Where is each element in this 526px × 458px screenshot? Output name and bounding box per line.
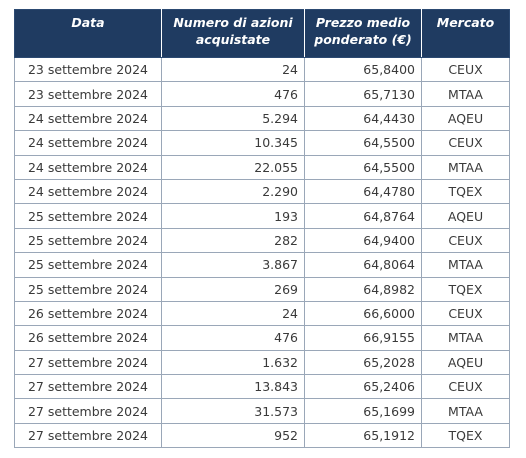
price-cell: 64,4430: [304, 105, 422, 132]
table-row: 24 settembre 2024 22.055 64,5500 MTAA: [14, 154, 510, 180]
table-row: 27 settembre 2024 13.843 65,2406 CEUX: [14, 374, 510, 400]
table-row: 25 settembre 2024 269 64,8982 TQEX: [14, 276, 510, 302]
quantity-cell: 1.632: [161, 349, 305, 376]
price-cell: 64,8982: [304, 276, 422, 302]
date-cell: 25 settembre 2024: [14, 276, 162, 302]
date-cell: 26 settembre 2024: [14, 325, 162, 351]
quantity-cell: 952: [161, 422, 305, 449]
table-row: 26 settembre 2024 476 66,9155 MTAA: [14, 325, 510, 351]
table-row: 25 settembre 2024 282 64,9400 CEUX: [14, 227, 510, 254]
table-row: 26 settembre 2024 24 66,6000 CEUX: [14, 300, 510, 327]
date-cell: 24 settembre 2024: [14, 130, 162, 156]
table-row: 27 settembre 2024 31.573 65,1699 MTAA: [14, 398, 510, 424]
table-header: Data Numero di azioni acquistate Prezzo …: [14, 9, 510, 58]
date-cell: 25 settembre 2024: [14, 227, 162, 254]
date-cell: 25 settembre 2024: [14, 252, 162, 278]
share-purchases-table: Data Numero di azioni acquistate Prezzo …: [14, 9, 510, 449]
market-cell: CEUX: [421, 56, 510, 83]
market-cell: CEUX: [421, 130, 510, 156]
market-cell: CEUX: [421, 227, 510, 254]
header-row: Data Numero di azioni acquistate Prezzo …: [14, 9, 510, 58]
date-cell: 25 settembre 2024: [14, 203, 162, 229]
market-cell: AQEU: [421, 105, 510, 132]
market-cell: AQEU: [421, 349, 510, 376]
table-row: 25 settembre 2024 3.867 64,8064 MTAA: [14, 252, 510, 278]
date-cell: 24 settembre 2024: [14, 178, 162, 205]
table-row: 23 settembre 2024 24 65,8400 CEUX: [14, 56, 510, 83]
price-cell: 65,1699: [304, 398, 422, 424]
table-row: 24 settembre 2024 10.345 64,5500 CEUX: [14, 130, 510, 156]
market-cell: MTAA: [421, 398, 510, 424]
date-cell: 27 settembre 2024: [14, 374, 162, 400]
date-cell: 27 settembre 2024: [14, 422, 162, 449]
price-cell: 64,5500: [304, 130, 422, 156]
table-row: 25 settembre 2024 193 64,8764 AQEU: [14, 203, 510, 229]
quantity-cell: 2.290: [161, 178, 305, 205]
market-cell: CEUX: [421, 374, 510, 400]
date-cell: 27 settembre 2024: [14, 349, 162, 376]
table-row: 23 settembre 2024 476 65,7130 MTAA: [14, 81, 510, 107]
date-cell: 23 settembre 2024: [14, 81, 162, 107]
quantity-cell: 3.867: [161, 252, 305, 278]
price-cell: 64,4780: [304, 178, 422, 205]
header-quantity: Numero di azioni acquistate: [161, 9, 305, 58]
market-cell: TQEX: [421, 178, 510, 205]
price-cell: 65,2406: [304, 374, 422, 400]
market-cell: MTAA: [421, 325, 510, 351]
date-cell: 23 settembre 2024: [14, 56, 162, 83]
date-cell: 26 settembre 2024: [14, 300, 162, 327]
market-cell: TQEX: [421, 422, 510, 449]
market-cell: MTAA: [421, 81, 510, 107]
quantity-cell: 476: [161, 81, 305, 107]
table-row: 27 settembre 2024 1.632 65,2028 AQEU: [14, 349, 510, 376]
quantity-cell: 5.294: [161, 105, 305, 132]
date-cell: 27 settembre 2024: [14, 398, 162, 424]
quantity-cell: 282: [161, 227, 305, 254]
quantity-cell: 13.843: [161, 374, 305, 400]
quantity-cell: 476: [161, 325, 305, 351]
header-date: Data: [14, 9, 162, 58]
market-cell: AQEU: [421, 203, 510, 229]
table-row: 24 settembre 2024 2.290 64,4780 TQEX: [14, 178, 510, 205]
market-cell: MTAA: [421, 252, 510, 278]
table-row: 27 settembre 2024 952 65,1912 TQEX: [14, 422, 510, 449]
price-cell: 64,5500: [304, 154, 422, 180]
date-cell: 24 settembre 2024: [14, 154, 162, 180]
market-cell: MTAA: [421, 154, 510, 180]
table-body: 23 settembre 2024 24 65,8400 CEUX 23 settemb…: [14, 56, 510, 449]
quantity-cell: 22.055: [161, 154, 305, 180]
price-cell: 64,8064: [304, 252, 422, 278]
quantity-cell: 24: [161, 56, 305, 83]
price-cell: 66,9155: [304, 325, 422, 351]
header-price: Prezzo medio ponderato (€): [304, 9, 422, 58]
quantity-cell: 269: [161, 276, 305, 302]
price-cell: 65,8400: [304, 56, 422, 83]
price-cell: 64,9400: [304, 227, 422, 254]
price-cell: 66,6000: [304, 300, 422, 327]
quantity-cell: 24: [161, 300, 305, 327]
quantity-cell: 193: [161, 203, 305, 229]
date-cell: 24 settembre 2024: [14, 105, 162, 132]
quantity-cell: 31.573: [161, 398, 305, 424]
market-cell: CEUX: [421, 300, 510, 327]
price-cell: 65,7130: [304, 81, 422, 107]
header-market: Mercato: [421, 9, 510, 58]
price-cell: 64,8764: [304, 203, 422, 229]
quantity-cell: 10.345: [161, 130, 305, 156]
price-cell: 65,1912: [304, 422, 422, 449]
market-cell: TQEX: [421, 276, 510, 302]
price-cell: 65,2028: [304, 349, 422, 376]
table-row: 24 settembre 2024 5.294 64,4430 AQEU: [14, 105, 510, 132]
